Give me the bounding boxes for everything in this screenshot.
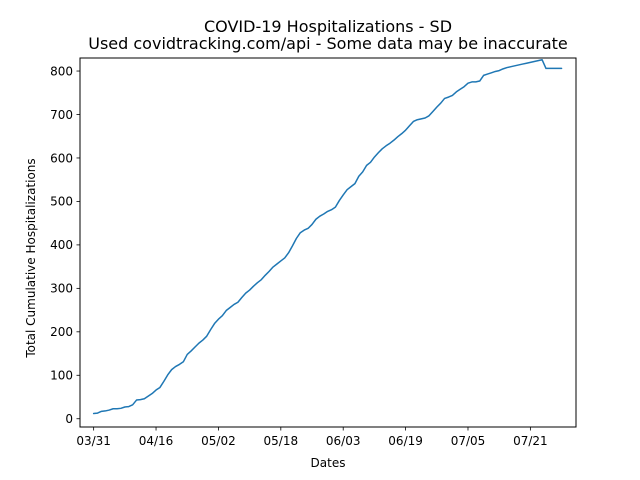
y-axis-ticks: 0 100 200 300 400 500 600 700 800 (50, 64, 80, 426)
x-tick-label: 07/21 (513, 434, 548, 448)
x-tick-label: 07/05 (451, 434, 486, 448)
series-line-0 (92, 58, 563, 415)
chart-subtitle: Used covidtracking.com/api - Some data m… (88, 34, 568, 53)
y-tick-label: 200 (50, 325, 73, 339)
y-tick-label: 700 (50, 108, 73, 122)
y-tick-label: 500 (50, 195, 73, 209)
plot-frame (79, 57, 577, 428)
series-layer (92, 58, 563, 415)
x-axis-ticks: 03/31 04/16 05/02 05/18 06/03 06/19 07/05 07/21 (76, 427, 548, 448)
y-tick-label: 400 (50, 238, 73, 252)
plot-area: 03/31 04/16 05/02 05/18 06/03 06/19 07/05 07/21… (50, 57, 577, 448)
y-tick-label: 600 (50, 151, 73, 165)
y-tick-label: 300 (50, 282, 73, 296)
x-tick-label: 03/31 (76, 434, 111, 448)
x-tick-label: 05/02 (201, 434, 236, 448)
x-tick-label: 04/16 (139, 434, 174, 448)
x-tick-label: 05/18 (264, 434, 299, 448)
y-tick-label: 800 (50, 64, 73, 78)
chart-title: COVID-19 Hospitalizations - SD (204, 17, 452, 36)
y-axis-label: Total Cumulative Hospitalizations (24, 158, 38, 358)
x-tick-label: 06/19 (388, 434, 423, 448)
y-tick-label: 0 (65, 412, 73, 426)
x-axis-label: Dates (311, 456, 346, 470)
x-tick-label: 06/03 (326, 434, 361, 448)
y-tick-label: 100 (50, 369, 73, 383)
